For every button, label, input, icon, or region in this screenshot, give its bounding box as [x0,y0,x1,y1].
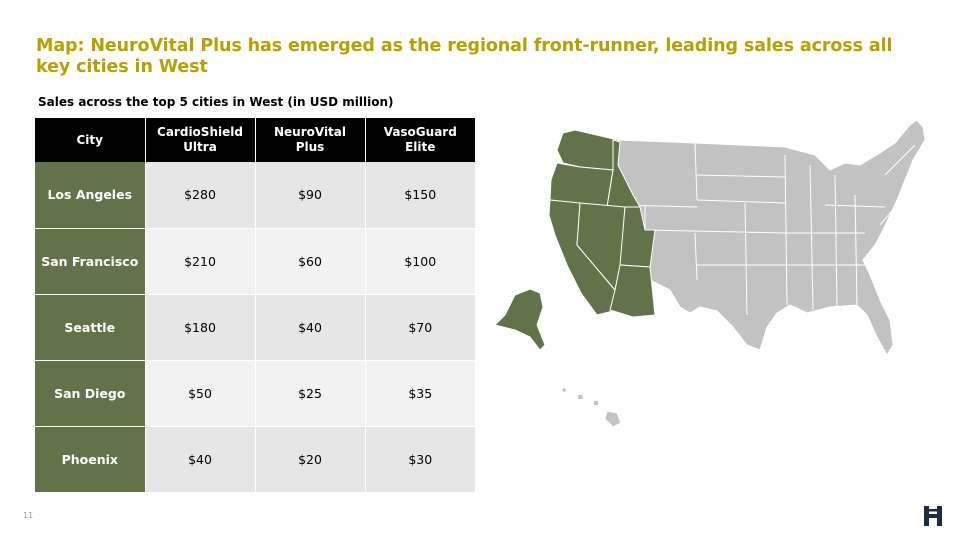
city-cell: Los Angeles [35,162,146,229]
us-map [494,119,926,428]
table-row: Seattle $180 $40 $70 [35,294,475,361]
city-cell: San Diego [35,360,146,427]
value-cell: $180 [145,294,256,361]
city-cell: Seattle [35,294,146,361]
city-cell: Phoenix [35,426,146,493]
header-neurovital: NeuroVital Plus [255,118,366,162]
table-row: Los Angeles $280 $90 $150 [35,162,475,229]
page-number: 11 [23,511,34,520]
city-cell: San Francisco [35,228,146,295]
table-caption: Sales across the top 5 cities in West (i… [38,95,394,109]
sales-table: City CardioShield Ultra NeuroVital Plus … [35,118,475,493]
value-cell: $150 [365,162,475,229]
state-hawaii [561,386,622,428]
us-mainland-base [599,119,926,356]
header-cardioshield: CardioShield Ultra [145,118,256,162]
brand-logo-icon [924,506,942,526]
state-oregon [549,162,614,208]
value-cell: $70 [365,294,475,361]
state-alaska [494,288,546,351]
value-cell: $25 [255,360,366,427]
slide-title: Map: NeuroVital Plus has emerged as the … [36,36,893,77]
value-cell: $100 [365,228,475,295]
value-cell: $35 [365,360,475,427]
value-cell: $210 [145,228,256,295]
state-arizona [609,264,656,318]
table-header-row: City CardioShield Ultra NeuroVital Plus … [35,118,475,162]
value-cell: $30 [365,426,475,493]
value-cell: $50 [145,360,256,427]
table-row: Phoenix $40 $20 $30 [35,426,475,493]
value-cell: $90 [255,162,366,229]
value-cell: $40 [255,294,366,361]
state-washington [556,129,619,171]
table-row: San Francisco $210 $60 $100 [35,228,475,295]
value-cell: $60 [255,228,366,295]
state-idaho [606,139,641,208]
value-cell: $20 [255,426,366,493]
value-cell: $40 [145,426,256,493]
table-row: San Diego $50 $25 $35 [35,360,475,427]
header-vasoguard: VasoGuard Elite [365,118,475,162]
value-cell: $280 [145,162,256,229]
header-city: City [35,118,146,162]
